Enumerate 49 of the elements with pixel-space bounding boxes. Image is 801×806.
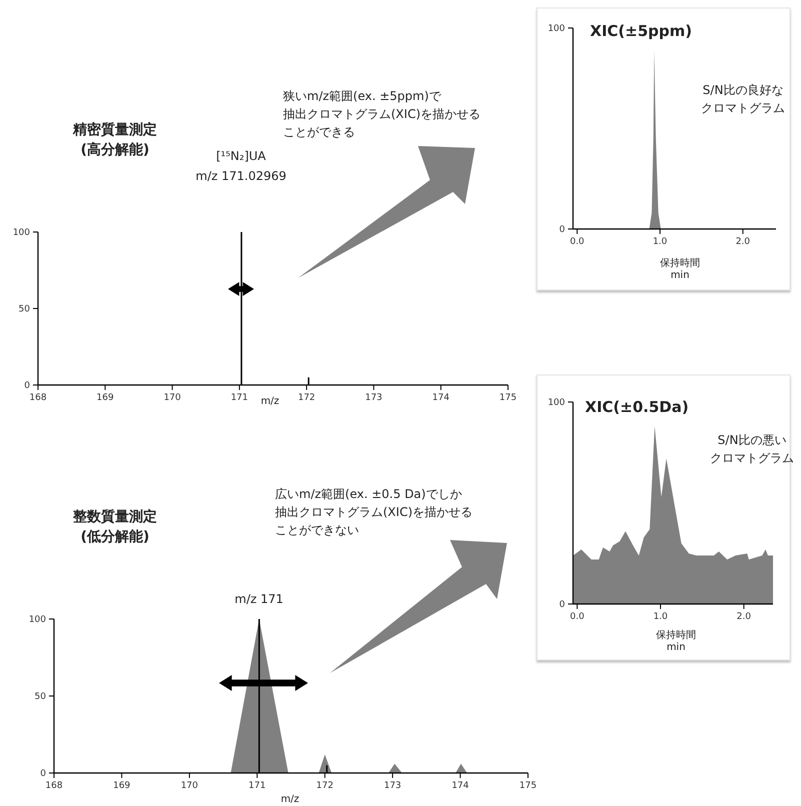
y-tick-label: 50 — [18, 304, 30, 314]
chart-title: 精密質量測定 — [72, 121, 157, 138]
x-tick-label: 171 — [230, 393, 248, 403]
x-axis-title: m/z — [260, 396, 280, 407]
x-tick-label: 174 — [432, 393, 450, 403]
x-tick-label: 172 — [298, 393, 316, 403]
x-tick-label: 173 — [384, 781, 402, 791]
annotation: S/N比の悪いクロマトグラム — [710, 433, 794, 465]
x-tick-label: 2.0 — [736, 612, 752, 622]
x-tick-label: 173 — [365, 393, 382, 403]
x-tick-label: 2.0 — [736, 237, 750, 247]
text: m/z 171 — [234, 592, 284, 606]
x-axis-title: 保持時間 min — [660, 257, 700, 281]
x-tick-label: 1.0 — [652, 237, 668, 247]
y-tick-label: 100 — [28, 615, 46, 625]
x-tick-label: 168 — [29, 393, 47, 403]
text: 広いm/z範囲(ex. ±0.5 Da)でしか抽出クロマトグラム(XIC)を描かせることができない — [275, 487, 473, 537]
y-tick-label: 100 — [548, 24, 566, 34]
x-tick-label: 170 — [164, 393, 182, 403]
x-tick-label: 169 — [113, 781, 131, 791]
y-tick-label: 100 — [548, 398, 566, 408]
text: [¹⁵N₂]UA — [216, 149, 267, 163]
y-tick-label: 0 — [40, 769, 46, 779]
x-tick-label: 175 — [499, 393, 517, 403]
chart-title: 整数質量測定 — [72, 508, 157, 525]
chart-subtitle: (低分解能) — [80, 529, 150, 545]
text: 狭いm/z範囲(ex. ±5ppm)で抽出クロマトグラム(XIC)を描かせることができる — [283, 89, 481, 139]
x-tick-label: 168 — [45, 781, 63, 791]
x-tick-label: 172 — [316, 781, 334, 791]
x-tick-label: 175 — [519, 781, 537, 791]
chart-title: XIC(±0.5Da) — [585, 398, 689, 416]
y-tick-label: 50 — [34, 692, 46, 702]
x-tick-label: 169 — [96, 393, 114, 403]
chart-title: XIC(±5ppm) — [590, 22, 692, 40]
x-tick-label: 1.0 — [653, 612, 668, 622]
chart-subtitle: (高分解能) — [80, 141, 150, 158]
x-axis-title: m/z — [280, 794, 300, 805]
text: m/z 171.02969 — [196, 169, 286, 183]
y-tick-label: 0 — [24, 381, 30, 391]
x-axis-title: 保持時間 min — [656, 629, 696, 653]
y-tick-label: 0 — [559, 225, 566, 235]
x-tick-label: 0.0 — [570, 612, 585, 622]
y-tick-label: 0 — [559, 600, 566, 610]
x-tick-label: 170 — [180, 781, 198, 791]
y-tick-label: 100 — [12, 228, 30, 238]
x-tick-label: 0.0 — [570, 237, 585, 247]
x-tick-label: 171 — [248, 781, 266, 791]
x-tick-label: 174 — [452, 781, 470, 791]
annotation: S/N比の良好なクロマトグラム — [701, 83, 785, 115]
